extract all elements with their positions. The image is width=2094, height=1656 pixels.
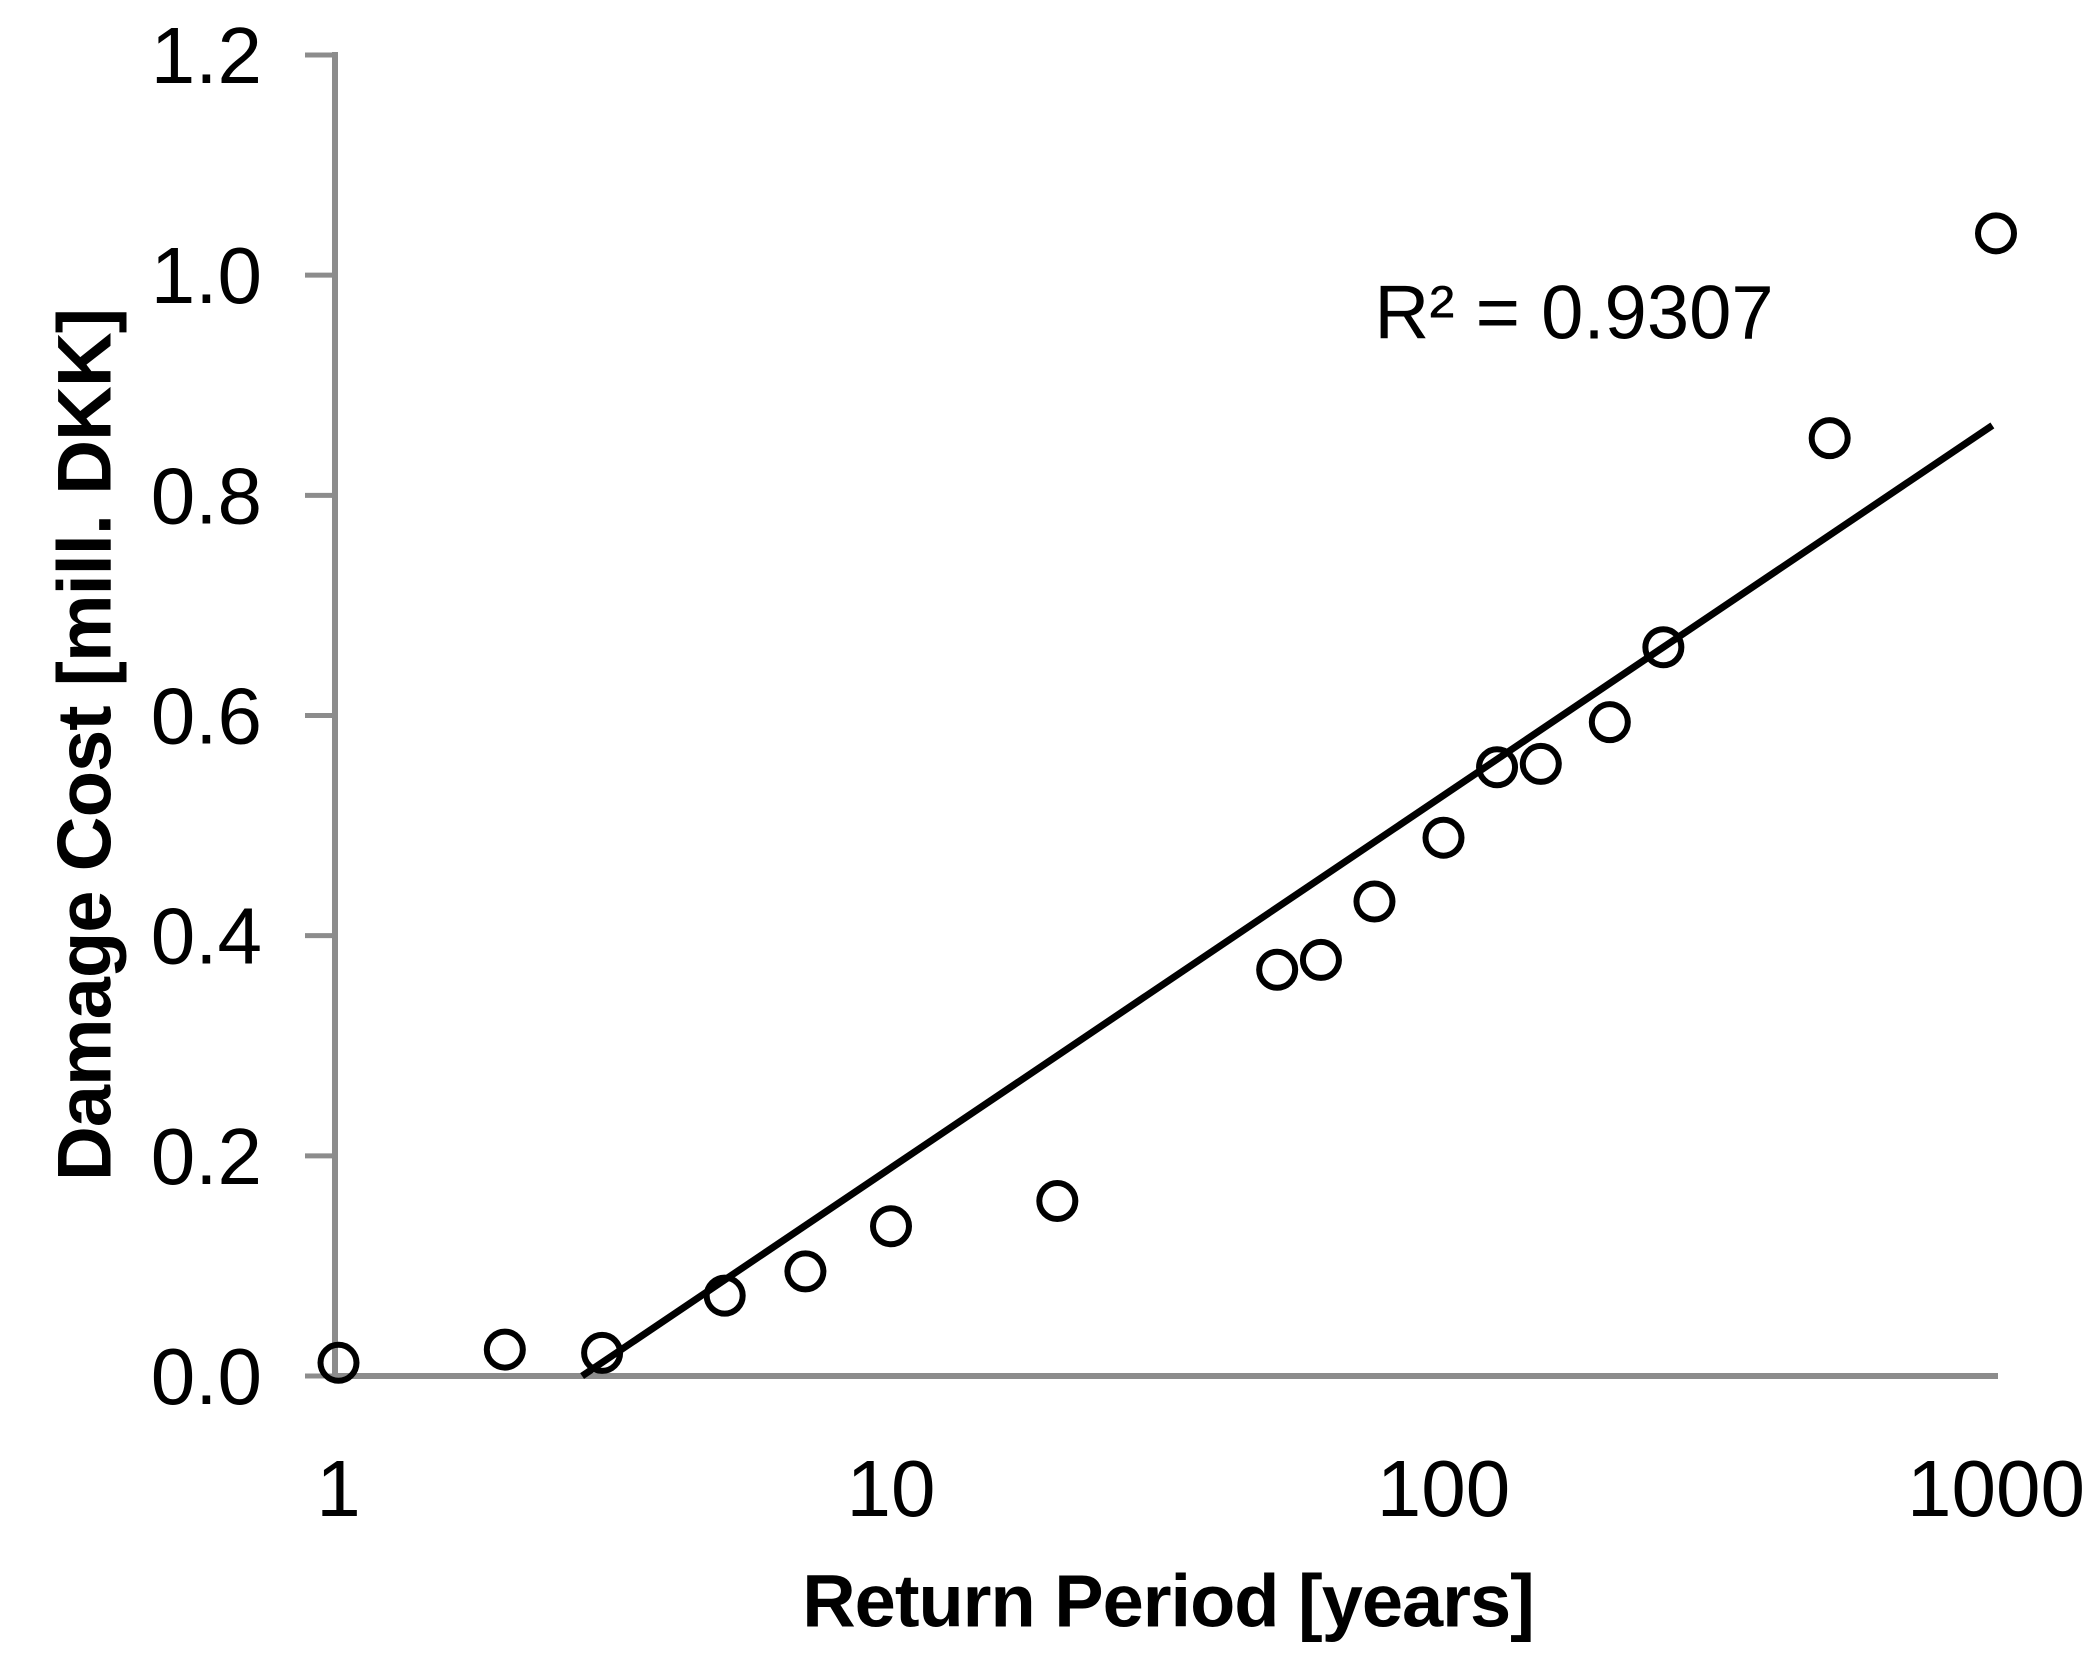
data-point-marker — [483, 1328, 526, 1371]
data-point-marker — [1476, 746, 1519, 789]
data-point-marker — [1519, 742, 1562, 785]
y-tick-label: 1.2 — [151, 11, 262, 100]
data-point-marker — [1808, 417, 1851, 460]
data-point-marker — [1256, 948, 1299, 991]
data-point-marker — [870, 1205, 912, 1248]
data-point-marker — [1299, 938, 1342, 981]
data-point-marker — [1036, 1179, 1079, 1222]
y-tick-label: 0.8 — [151, 451, 262, 540]
data-point-marker — [317, 1341, 360, 1384]
x-tick-label: 100 — [1377, 1444, 1510, 1533]
data-point-marker — [784, 1250, 827, 1293]
data-point-marker — [1588, 701, 1631, 744]
y-tick-label: 0.6 — [151, 672, 262, 761]
y-axis-title: Damage Cost [mill. DKK] — [42, 308, 128, 1182]
data-point-marker — [1353, 880, 1396, 923]
data-point-marker — [1642, 626, 1685, 669]
y-tick-label: 1.0 — [151, 231, 262, 320]
y-tick-label: 0.4 — [151, 892, 262, 981]
trendline — [580, 422, 1995, 1379]
x-tick-label: 1 — [316, 1444, 361, 1533]
data-point-marker — [703, 1274, 746, 1317]
data-point-marker — [1422, 816, 1465, 859]
x-tick-label: 1000 — [1907, 1444, 2085, 1533]
y-tick-label: 0.2 — [151, 1112, 262, 1201]
r-squared-annotation: R² = 0.9307 — [1374, 270, 1774, 356]
y-tick-label: 0.0 — [151, 1332, 262, 1421]
x-tick-label: 10 — [847, 1444, 936, 1533]
data-point-marker — [1975, 212, 2017, 255]
data-point-marker — [581, 1331, 624, 1374]
x-axis-title: Return Period [years] — [802, 1559, 1535, 1643]
